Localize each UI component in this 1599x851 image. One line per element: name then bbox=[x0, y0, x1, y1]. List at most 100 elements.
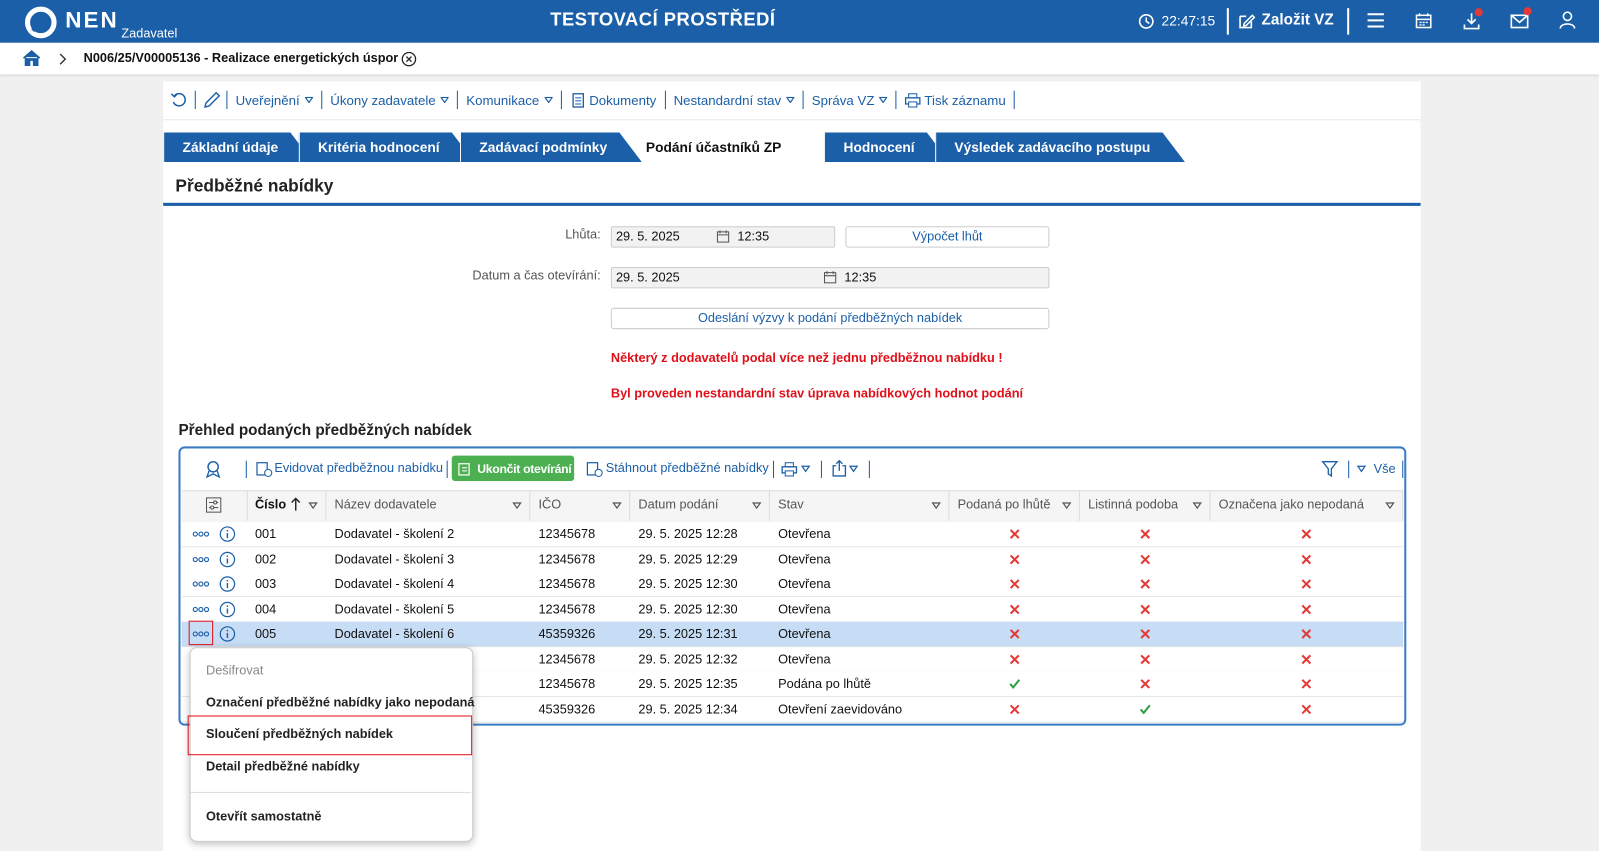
column-border bbox=[1209, 490, 1211, 521]
menu-item[interactable]: Označení předběžné nabídky jako nepodaná bbox=[205, 695, 475, 710]
info-icon[interactable] bbox=[219, 551, 236, 567]
dropdown-arrow bbox=[1192, 502, 1202, 510]
mail-icon[interactable] bbox=[1510, 7, 1532, 29]
filter-icon[interactable] bbox=[1321, 461, 1339, 478]
refresh-icon[interactable] bbox=[170, 91, 188, 109]
button[interactable]: Výpočet lhůt bbox=[845, 226, 1050, 248]
cross-mark bbox=[1009, 704, 1020, 714]
check-mark bbox=[1009, 679, 1021, 690]
toolbar-item[interactable]: Úkony zadavatele bbox=[321, 90, 457, 110]
export-icon[interactable] bbox=[831, 459, 847, 477]
dropdown-arrow bbox=[304, 96, 313, 103]
cross-mark bbox=[1301, 704, 1312, 714]
grid-row[interactable] bbox=[181, 521, 1404, 548]
cell: 12345678 bbox=[538, 576, 596, 592]
cross-mark bbox=[1140, 554, 1151, 564]
tab[interactable]: Hodnocení bbox=[824, 132, 949, 162]
action-button-primary[interactable]: Ukončit otevírání bbox=[451, 455, 575, 482]
info-icon[interactable] bbox=[219, 601, 236, 617]
button[interactable]: Odeslání výzvy k podání předběžných nabí… bbox=[610, 307, 1050, 330]
sort-asc-icon[interactable] bbox=[291, 497, 301, 511]
toolbar-label: Komunikace bbox=[466, 92, 540, 108]
filter-label[interactable]: Vše bbox=[1373, 461, 1396, 476]
close-icon[interactable] bbox=[401, 51, 417, 67]
toolbar-item[interactable]: Správa VZ bbox=[802, 90, 896, 110]
toolbar-item[interactable]: Uveřejnění bbox=[226, 90, 321, 110]
dropdown-arrow bbox=[512, 502, 522, 510]
separator bbox=[868, 460, 870, 479]
dropdown-arrow bbox=[308, 502, 318, 510]
action-label: Ukončit otevírání bbox=[477, 461, 572, 476]
calendar-icon[interactable] bbox=[1415, 12, 1432, 29]
info-icon[interactable] bbox=[219, 626, 236, 642]
toolbar-item[interactable]: Tisk záznamu bbox=[895, 90, 1014, 110]
date-value: 29. 5. 2025 bbox=[615, 270, 680, 285]
cell: 12345678 bbox=[538, 526, 596, 542]
column-header[interactable]: Stav bbox=[778, 497, 804, 512]
toolbar-item[interactable]: Nestandardní stav bbox=[664, 90, 802, 110]
separator bbox=[1402, 460, 1404, 479]
toolbar-item[interactable]: Dokumenty bbox=[560, 90, 665, 110]
row-actions-icon[interactable] bbox=[192, 606, 210, 612]
column-header[interactable]: Označena jako nepodaná bbox=[1218, 497, 1364, 512]
column-header[interactable]: Listinná podoba bbox=[1088, 497, 1179, 512]
award-icon[interactable] bbox=[205, 460, 221, 479]
grid-row[interactable] bbox=[181, 596, 1404, 623]
cross-mark bbox=[1009, 629, 1020, 639]
row-actions-icon[interactable] bbox=[192, 531, 210, 537]
tab[interactable]: Základní údaje bbox=[163, 132, 313, 162]
toolbar-item[interactable]: Komunikace bbox=[457, 90, 561, 110]
cell: Otevřena bbox=[778, 626, 831, 642]
grid-row[interactable] bbox=[181, 621, 1404, 648]
cell: Dodavatel - školení 2 bbox=[334, 526, 455, 542]
row-actions-icon[interactable] bbox=[192, 631, 210, 637]
action-button[interactable]: Evidovat předběžnou nabídku bbox=[274, 460, 444, 475]
cross-mark bbox=[1009, 529, 1020, 539]
date-input[interactable]: 29. 5. 2025 12:35 bbox=[610, 226, 836, 248]
column-header[interactable]: Podaná po lhůtě bbox=[957, 497, 1051, 512]
warning: Byl proveden nestandardní stav úprava na… bbox=[610, 386, 1024, 401]
cell: 45359326 bbox=[538, 626, 596, 642]
column-header[interactable]: IČO bbox=[538, 497, 562, 512]
row-actions-icon[interactable] bbox=[192, 581, 210, 587]
info-icon[interactable] bbox=[219, 576, 236, 592]
toolbar-label: Úkony zadavatele bbox=[330, 92, 436, 108]
context-menu bbox=[189, 647, 474, 842]
grid-row[interactable] bbox=[181, 546, 1404, 573]
tab[interactable]: Podání účastníků ZP bbox=[627, 132, 816, 163]
menu-icon[interactable] bbox=[1367, 13, 1384, 28]
user-icon[interactable] bbox=[1559, 11, 1576, 29]
cell: 12345678 bbox=[538, 651, 596, 667]
info-icon[interactable] bbox=[219, 526, 236, 542]
column-header[interactable]: Datum podání bbox=[638, 497, 719, 512]
column-settings-icon[interactable] bbox=[205, 497, 222, 513]
check-mark bbox=[1139, 704, 1151, 715]
time-value: 12:35 bbox=[844, 270, 877, 285]
create-button[interactable]: Založit VZ bbox=[1261, 11, 1334, 29]
edit-icon[interactable] bbox=[203, 91, 221, 109]
clock-time: 22:47:15 bbox=[1161, 13, 1216, 29]
menu-item[interactable]: Detail předběžné nabídky bbox=[205, 759, 360, 774]
cross-mark bbox=[1301, 579, 1312, 589]
menu-item[interactable]: Sloučení předběžných nabídek bbox=[205, 726, 394, 741]
action-button[interactable]: Stáhnout předběžné nabídky bbox=[605, 460, 769, 475]
menu-item[interactable]: Otevřít samostatně bbox=[205, 809, 322, 824]
tab[interactable]: Výsledek zadávacího postupu bbox=[935, 132, 1185, 162]
column-header[interactable]: Název dodavatele bbox=[334, 497, 437, 512]
tab[interactable]: Zadávací podmínky bbox=[460, 132, 642, 162]
edit-icon[interactable] bbox=[1237, 12, 1256, 30]
cross-mark bbox=[1301, 654, 1312, 664]
row-actions-icon[interactable] bbox=[192, 556, 210, 562]
download-icon[interactable] bbox=[1462, 8, 1483, 30]
grid-row[interactable] bbox=[181, 571, 1404, 598]
print-icon[interactable] bbox=[781, 461, 798, 477]
cell: Otevřena bbox=[778, 551, 831, 567]
tab[interactable]: Kritéria hodnocení bbox=[299, 132, 475, 162]
menu-item: Dešifrovat bbox=[205, 663, 264, 678]
column-header[interactable]: Číslo bbox=[254, 497, 287, 512]
finish-icon bbox=[458, 463, 470, 476]
home-icon[interactable] bbox=[22, 49, 41, 66]
cell: Podána po lhůtě bbox=[778, 676, 871, 692]
cell: 004 bbox=[254, 601, 277, 617]
date-input[interactable]: 29. 5. 2025 12:35 bbox=[610, 267, 1050, 289]
